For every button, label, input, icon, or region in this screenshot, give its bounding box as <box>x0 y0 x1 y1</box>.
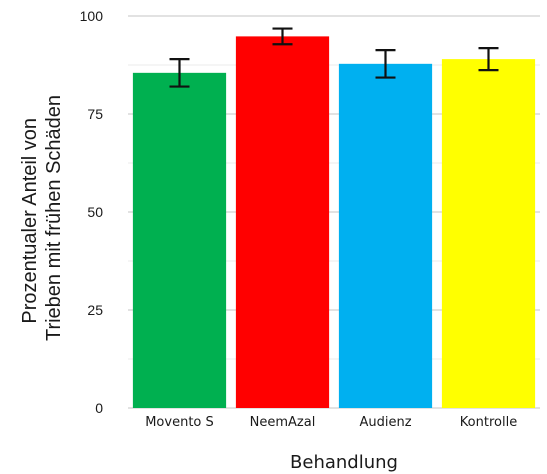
error-bar <box>478 47 499 72</box>
bars <box>132 36 536 409</box>
x-tick-label: NeemAzal <box>250 415 316 430</box>
y-axis-label: Prozentualer Anteil von Trieben mit früh… <box>19 95 65 341</box>
x-tick-label: Audienz <box>359 415 411 430</box>
bar-audienz <box>338 63 433 408</box>
y-tick-label: 75 <box>87 106 103 122</box>
error-bars <box>169 27 499 88</box>
y-axis-label-line-2: Trieben mit frühen Schäden <box>43 95 65 341</box>
bar-movento-s <box>132 72 227 408</box>
bar-neemazal <box>235 36 330 408</box>
y-axis-label-line-1: Prozentualer Anteil von <box>19 118 41 324</box>
x-tick-label: Movento S <box>145 415 214 430</box>
y-tick-labels: 0 25 50 75 100 <box>80 8 104 416</box>
error-bar <box>169 58 190 88</box>
x-axis-label: Behandlung <box>290 452 398 473</box>
error-bar <box>272 27 293 46</box>
x-tick-label: Kontrolle <box>460 415 517 430</box>
error-bar <box>375 49 396 79</box>
y-tick-label: 0 <box>95 400 103 416</box>
y-tick-label: 25 <box>87 302 103 318</box>
y-tick-label: 50 <box>87 204 103 220</box>
x-tick-labels: Movento S NeemAzal Audienz Kontrolle <box>145 415 517 430</box>
y-tick-label: 100 <box>80 8 104 24</box>
bar-kontrolle <box>441 59 536 409</box>
